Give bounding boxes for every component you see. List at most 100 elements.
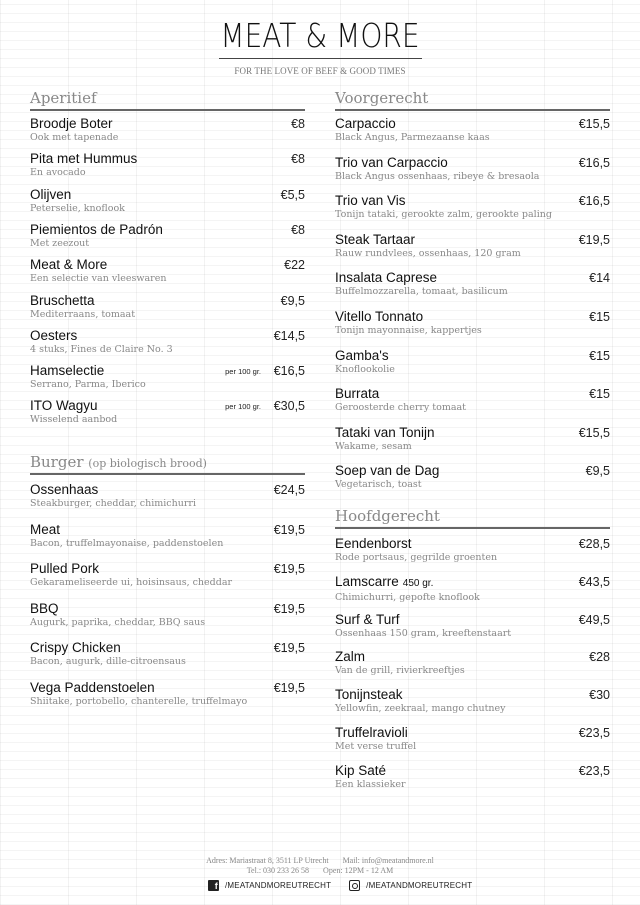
- item-name: Soep van de Dag: [335, 463, 440, 479]
- item-price: €8: [291, 152, 305, 167]
- item-name: Insalata Caprese: [335, 270, 438, 286]
- menu-item: Vega Paddenstoelen €19,5 Shiitake, porto…: [30, 680, 305, 708]
- menu-item: Pulled Pork €19,5 Gekarameliseerde ui, h…: [30, 561, 305, 589]
- item-price: €49,5: [578, 612, 610, 627]
- item-description: Steakburger, cheddar, chimichurri: [30, 498, 196, 509]
- item-name: Trio van Carpaccio: [335, 154, 448, 170]
- item-description: Tonijn mayonnaise, kappertjes: [335, 325, 482, 336]
- item-price: €14,5: [273, 328, 305, 343]
- item-price: €19,5: [273, 562, 305, 577]
- item-description: Bacon, augurk, dille-citroensaus: [30, 656, 186, 668]
- item-price: €30,5: [273, 399, 305, 414]
- item-description: Rauw rundvlees, ossenhaas, 120 gram: [335, 247, 521, 259]
- menu-item: Pita met Hummus €8 En avocado: [30, 151, 305, 179]
- section-title: Aperitief: [30, 88, 305, 108]
- item-name: ITO Wagyu: [30, 398, 98, 414]
- item-description: 4 stuks, Fines de Claire No. 3: [30, 343, 173, 355]
- menu-item: Steak Tartaar €19,5 Rauw rundvlees, osse…: [335, 232, 610, 260]
- item-description: Van de grill, rivierkreeftjes: [335, 665, 465, 677]
- item-description: Rode portsaus, gegrilde groenten: [335, 552, 498, 563]
- menu-item: Carpaccio €15,5 Black Angus, Parmezaanse…: [335, 116, 610, 144]
- item-price: €9,5: [280, 293, 305, 308]
- item-name: Piemientos de Padrón: [30, 221, 163, 237]
- menu-item: Piemientos de Padrón €8 Met zeezout: [30, 222, 305, 250]
- item-name: Pulled Pork: [30, 561, 100, 577]
- item-description: Shiitake, portobello, chanterelle, truff…: [30, 696, 248, 707]
- tagline: FOR THE LOVE OF BEEF & GOOD TIMES: [234, 66, 406, 76]
- item-price: €8: [291, 117, 305, 131]
- section-title-text: Aperitief: [30, 89, 97, 107]
- item-unit: per 100 gr.: [225, 402, 261, 412]
- item-weight: 450 gr.: [402, 577, 434, 589]
- item-description: Black Angus ossenhaas, ribeye & bresaola: [335, 170, 540, 182]
- item-name: Trio van Vis: [335, 193, 406, 209]
- menu-item: Meat €19,5 Bacon, truffelmayonaise, padd…: [30, 522, 305, 550]
- item-name: BBQ: [30, 600, 59, 616]
- brand-divider: [219, 58, 422, 59]
- item-description: Ook met tapenade: [30, 132, 119, 143]
- item-price: €24,5: [273, 483, 305, 497]
- item-name: Gamba's: [335, 347, 389, 363]
- menu-item: Olijven €5,5 Peterselie, knoflook: [30, 187, 305, 215]
- item-price: €15,5: [578, 117, 610, 131]
- item-name: Ossenhaas: [30, 482, 99, 497]
- item-description: Ossenhaas 150 gram, kreeftenstaart: [335, 627, 512, 639]
- item-description: Een selectie van vleeswaren: [30, 273, 167, 285]
- menu-item: Surf & Turf €49,5 Ossenhaas 150 gram, kr…: [335, 612, 610, 640]
- section-aperitief: Aperitief Broodje Boter €8 Ook met tapen…: [30, 88, 305, 425]
- menu-item: Truffelravioli €23,5 Met verse truffel: [335, 725, 610, 753]
- item-price: €15,5: [578, 425, 610, 440]
- item-unit: per 100 gr.: [225, 367, 261, 377]
- item-description: Wakame, sesam: [335, 440, 412, 452]
- item-price: €28,5: [578, 537, 610, 551]
- item-description: Geroosterde cherry tomaat: [335, 402, 466, 414]
- facebook-handle: /MEATANDMOREUTRECHT: [225, 881, 332, 890]
- brand-logo: MEAT & MORE: [220, 16, 420, 55]
- social-links: f /MEATANDMOREUTRECHT /MEATANDMOREUTRECH…: [208, 880, 472, 891]
- item-name: Meat: [30, 521, 61, 537]
- menu-item: Lamscarre 450 gr. €43,5 Chimichurri, gepo…: [335, 574, 610, 604]
- menu-item: Soep van de Dag €9,5 Vegetarisch, toast: [335, 463, 610, 491]
- menu-item: Broodje Boter €8 Ook met tapenade: [30, 116, 305, 144]
- menu-item: Gamba's €15 Knoflookolie: [335, 348, 610, 376]
- menu-item: Ossenhaas €24,5 Steakburger, cheddar, ch…: [30, 482, 305, 510]
- item-name: Tonijnsteak: [335, 687, 403, 703]
- section-divider: [335, 109, 610, 111]
- item-description: Chimichurri, gepofte knoflook: [335, 591, 480, 603]
- menu-item: Tataki van Tonijn €15,5 Wakame, sesam: [335, 425, 610, 453]
- section-title-text: Burger: [30, 453, 84, 471]
- section-title-text: Hoofdgerecht: [335, 507, 440, 525]
- menu-item: Meat & More €22 Een selectie van vleeswa…: [30, 257, 305, 285]
- menu-item: BBQ €19,5 Augurk, paprika, cheddar, BBQ …: [30, 601, 305, 629]
- section-burger: Burger (op biologisch brood) Ossenhaas €…: [30, 452, 305, 707]
- item-price: €15: [589, 387, 610, 402]
- section-divider: [335, 527, 610, 529]
- facebook-icon: f: [208, 880, 219, 891]
- item-price: €23,5: [578, 726, 610, 740]
- menu-item: ITO Wagyu per 100 gr. €30,5 Wisselend aa…: [30, 398, 305, 426]
- item-name: Steak Tartaar: [335, 231, 416, 247]
- item-description: Bacon, truffelmayonaise, paddenstoelen: [30, 537, 224, 549]
- item-price: €9,5: [585, 464, 610, 479]
- instagram-handle: /MEATANDMOREUTRECHT: [366, 881, 473, 890]
- item-price: €19,5: [273, 522, 305, 537]
- item-description: Wisselend aanbod: [30, 414, 118, 426]
- item-name: Surf & Turf: [335, 611, 400, 627]
- item-description: Gekarameliseerde ui, hoisinsaus, cheddar: [30, 577, 233, 589]
- item-price: €19,5: [273, 601, 305, 616]
- item-price: €23,5: [578, 763, 610, 778]
- item-name: Pita met Hummus: [30, 151, 138, 167]
- item-price: €16,5: [578, 155, 610, 170]
- section-subtitle: (op biologisch brood): [88, 457, 207, 470]
- item-description: Een klassieker: [335, 778, 406, 790]
- menu-item: Oesters €14,5 4 stuks, Fines de Claire N…: [30, 328, 305, 356]
- item-name: Kip Saté: [335, 762, 387, 778]
- item-description: Met zeezout: [30, 237, 90, 249]
- item-description: Mediterraans, tomaat: [30, 308, 136, 320]
- menu-item: Hamselectie per 100 gr. €16,5 Serrano, P…: [30, 363, 305, 391]
- section-title-text: Voorgerecht: [335, 89, 429, 107]
- item-price: €16,5: [273, 364, 305, 379]
- item-price: €19,5: [578, 232, 610, 247]
- item-description: Augurk, paprika, cheddar, BBQ saus: [30, 616, 206, 628]
- item-price: €14: [589, 271, 610, 286]
